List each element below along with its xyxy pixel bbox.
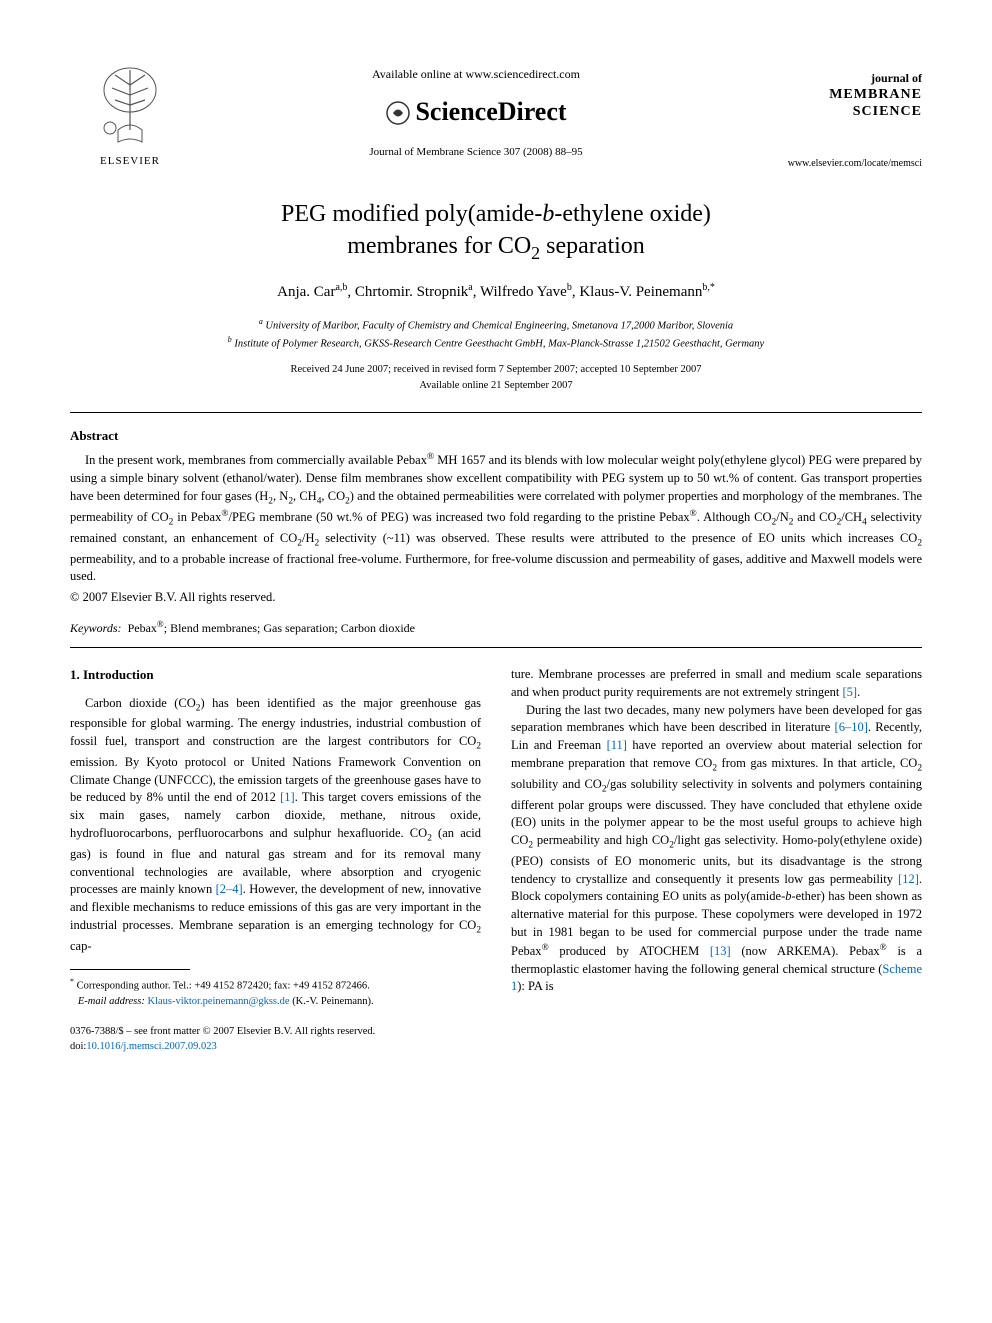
doi-label: doi: <box>70 1041 86 1052</box>
journal-name-text: MEMBRANE SCIENCE <box>762 87 922 121</box>
intro-heading: 1. Introduction <box>70 666 481 684</box>
journal-header: ELSEVIER Available online at www.science… <box>70 60 922 171</box>
footnote-separator <box>70 969 190 970</box>
ref-6-10-link[interactable]: [6–10] <box>835 720 868 734</box>
publisher-name: ELSEVIER <box>70 154 190 170</box>
author-1: Anja. Car <box>277 284 335 300</box>
online-date: Available online 21 September 2007 <box>419 380 572 391</box>
keywords-text2: ; Blend membranes; Gas separation; Carbo… <box>164 621 415 635</box>
title-part2: membranes for CO <box>347 233 531 259</box>
received-date: Received 24 June 2007; received in revis… <box>290 364 701 375</box>
article-dates: Received 24 June 2007; received in revis… <box>70 362 922 394</box>
author-list: Anja. Cara,b, Chrtomir. Stropnika, Wilfr… <box>70 281 922 304</box>
author-2: Chrtomir. Stropnik <box>355 284 468 300</box>
separator-line-2 <box>70 647 922 648</box>
available-online-text: Available online at www.sciencedirect.co… <box>190 66 762 83</box>
separator-line <box>70 412 922 413</box>
intro-p2: ture. Membrane processes are preferred i… <box>511 666 922 702</box>
body-columns: 1. Introduction Carbon dioxide (CO2) has… <box>70 666 922 1009</box>
title-part1b: -ethylene oxide) <box>554 201 711 227</box>
author-2-aff: a <box>468 282 472 293</box>
publisher-block: ELSEVIER <box>70 60 190 170</box>
right-column: ture. Membrane processes are preferred i… <box>511 666 922 1009</box>
doi-link[interactable]: 10.1016/j.memsci.2007.09.023 <box>86 1041 216 1052</box>
intro-p3: During the last two decades, many new po… <box>511 702 922 996</box>
affiliations: a University of Maribor, Faculty of Chem… <box>70 316 922 353</box>
email-label: E-mail address: <box>78 996 145 1007</box>
elsevier-tree-icon <box>90 60 170 150</box>
ref-2-4-link[interactable]: [2–4] <box>216 882 243 896</box>
ref-13-link[interactable]: [13] <box>710 944 731 958</box>
sciencedirect-logo: ScienceDirect <box>190 93 762 131</box>
ref-5-link[interactable]: [5] <box>843 685 858 699</box>
intro-p1: Carbon dioxide (CO2) has been identified… <box>70 695 481 956</box>
journal-citation: Journal of Membrane Science 307 (2008) 8… <box>190 145 762 161</box>
journal-of-text: journal of <box>762 70 922 87</box>
journal-url: www.elsevier.com/locate/memsci <box>762 157 922 172</box>
affiliation-a: University of Maribor, Faculty of Chemis… <box>265 320 733 331</box>
ref-12-link[interactable]: [12] <box>898 872 919 886</box>
corresponding-author-footnote: * Corresponding author. Tel.: +49 4152 8… <box>70 976 481 1009</box>
header-center: Available online at www.sciencedirect.co… <box>190 60 762 161</box>
author-3-aff: b <box>567 282 572 293</box>
author-4: Klaus-V. Peinemann <box>579 284 702 300</box>
keywords-text1: Pebax <box>128 621 157 635</box>
keywords-label: Keywords: <box>70 621 122 635</box>
ref-1-link[interactable]: [1] <box>280 790 295 804</box>
footer-info: 0376-7388/$ – see front matter © 2007 El… <box>70 1025 922 1054</box>
abstract-heading: Abstract <box>70 427 922 446</box>
sciencedirect-icon <box>385 99 411 125</box>
abstract-copyright: © 2007 Elsevier B.V. All rights reserved… <box>70 588 922 606</box>
journal-title-block: journal of MEMBRANE SCIENCE www.elsevier… <box>762 60 922 171</box>
affiliation-b: Institute of Polymer Research, GKSS-Rese… <box>234 338 764 349</box>
corr-author-text: Corresponding author. Tel.: +49 4152 872… <box>77 981 370 992</box>
author-3: Wilfredo Yave <box>480 284 567 300</box>
ref-11-link[interactable]: [11] <box>607 738 627 752</box>
author-1-aff: a,b <box>335 282 347 293</box>
email-after: (K.-V. Peinemann). <box>290 996 374 1007</box>
title-part2b: separation <box>540 233 645 259</box>
issn-text: 0376-7388/$ – see front matter © 2007 El… <box>70 1026 375 1037</box>
sciencedirect-text: ScienceDirect <box>415 93 566 131</box>
title-sub: 2 <box>531 242 540 262</box>
title-part1: PEG modified poly(amide- <box>281 201 542 227</box>
corr-email-link[interactable]: Klaus-viktor.peinemann@gkss.de <box>147 996 289 1007</box>
article-title: PEG modified poly(amide-b-ethylene oxide… <box>70 199 922 264</box>
title-italic: b <box>542 201 554 227</box>
abstract-body: In the present work, membranes from comm… <box>70 451 922 585</box>
author-4-aff: b,* <box>702 282 715 293</box>
keywords: Keywords: Pebax®; Blend membranes; Gas s… <box>70 618 922 637</box>
left-column: 1. Introduction Carbon dioxide (CO2) has… <box>70 666 481 1009</box>
